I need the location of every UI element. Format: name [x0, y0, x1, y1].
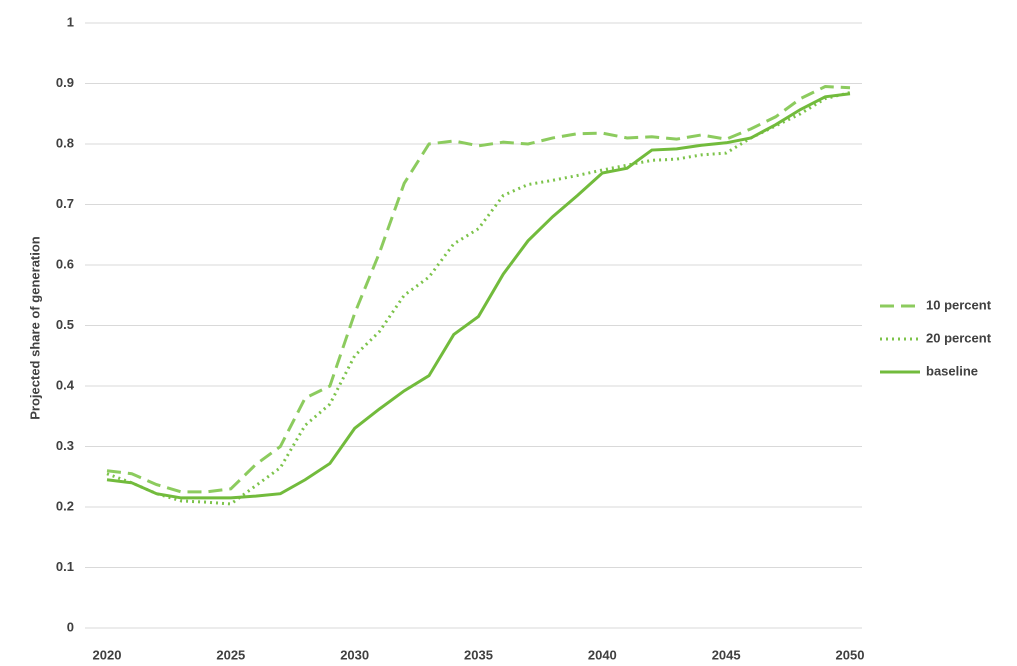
y-tick-label: 0.3: [56, 438, 74, 453]
x-tick-label: 2045: [712, 647, 741, 662]
y-tick-label: 0.4: [56, 377, 75, 392]
x-tick-label: 2030: [340, 647, 369, 662]
x-tick-label: 2025: [216, 647, 245, 662]
y-tick-label: 0.7: [56, 196, 74, 211]
y-axis-label: Projected share of generation: [27, 236, 42, 420]
y-tick-label: 1: [67, 14, 74, 29]
legend-label: baseline: [926, 363, 978, 378]
y-tick-label: 0.6: [56, 256, 74, 271]
y-tick-label: 0.2: [56, 498, 74, 513]
y-tick-label: 0.1: [56, 559, 74, 574]
x-tick-label: 2035: [464, 647, 493, 662]
x-tick-label: 2040: [588, 647, 617, 662]
y-tick-label: 0.9: [56, 75, 74, 90]
x-tick-label: 2020: [93, 647, 122, 662]
series-line: [106, 85, 851, 494]
legend-label: 10 percent: [926, 297, 992, 312]
legend-label: 20 percent: [926, 330, 992, 345]
series-line: [106, 91, 851, 506]
y-tick-label: 0.8: [56, 135, 74, 150]
y-tick-label: 0.5: [56, 317, 74, 332]
x-tick-label: 2050: [836, 647, 865, 662]
series-line: [106, 92, 851, 500]
y-tick-label: 0: [67, 619, 74, 634]
